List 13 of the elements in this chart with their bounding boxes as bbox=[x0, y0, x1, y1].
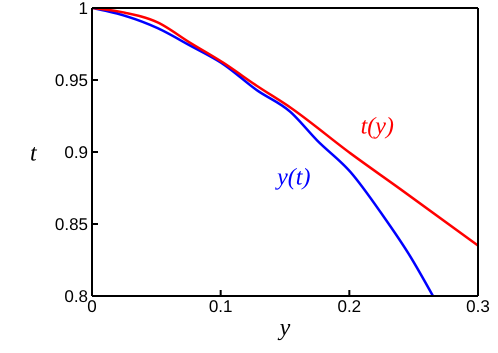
y-tick-label: 1 bbox=[78, 0, 88, 18]
y-tick-label: 0.95 bbox=[54, 71, 88, 90]
y-tick-label: 0.9 bbox=[64, 143, 88, 162]
series-label: t(y) bbox=[360, 113, 394, 140]
y-axis-title: t bbox=[30, 140, 38, 167]
x-tick-label: 0.2 bbox=[338, 297, 362, 316]
x-tick-label: 0.3 bbox=[466, 297, 490, 316]
x-tick-label: 0 bbox=[87, 297, 97, 316]
x-axis-title: y bbox=[278, 315, 291, 341]
x-tick-label: 0.1 bbox=[208, 297, 232, 316]
y-tick-label: 0.85 bbox=[54, 215, 88, 234]
y-tick-label: 0.8 bbox=[64, 287, 88, 306]
series-label: y(t) bbox=[275, 164, 310, 190]
